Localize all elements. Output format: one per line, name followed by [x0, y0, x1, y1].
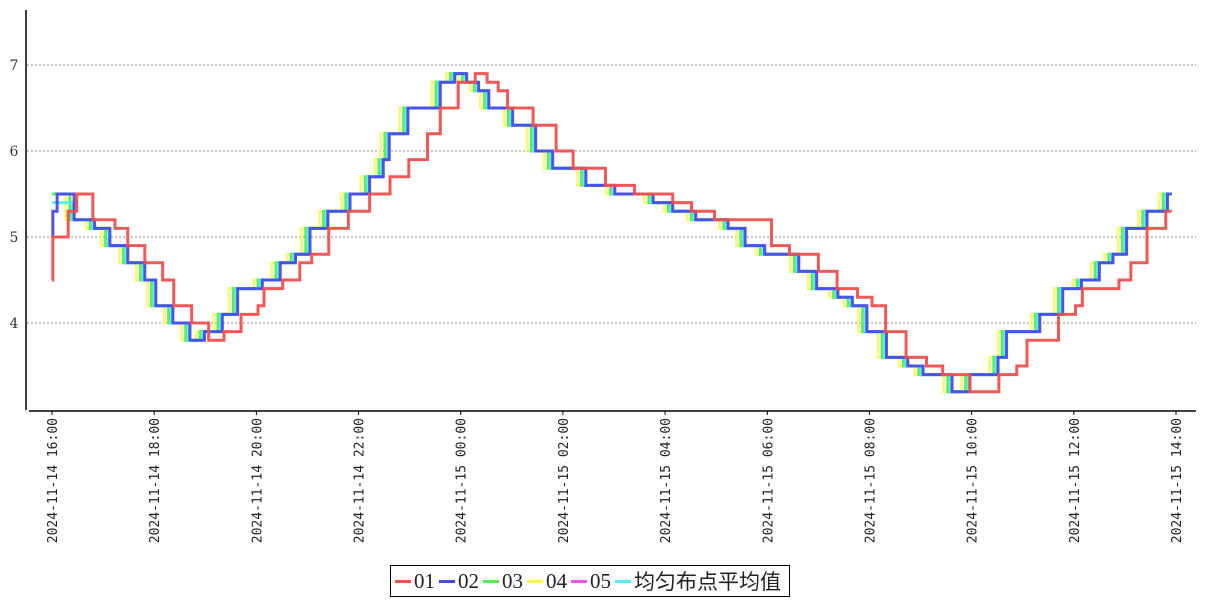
legend-item[interactable]: 04 — [527, 569, 567, 594]
legend-swatch — [571, 579, 587, 583]
x-tick-label: 2024-11-14 22:00 — [353, 418, 368, 543]
legend-swatch — [615, 579, 631, 583]
series-line-均匀布点平均值 — [52, 72, 1172, 394]
legend-swatch — [439, 579, 455, 583]
legend-item[interactable]: 02 — [439, 569, 479, 594]
x-axis-ticks: 2024-11-14 16:00 2024-11-14 18:00 2024-11-… — [46, 411, 1185, 543]
legend-item[interactable]: 05 — [571, 569, 611, 594]
x-tick-label: 2024-11-15 08:00 — [863, 418, 878, 543]
x-tick-label: 2024-11-15 04:00 — [659, 418, 674, 543]
legend-label: 均匀布点平均值 — [634, 570, 781, 594]
x-tick-label: 2024-11-15 12:00 — [1068, 418, 1083, 543]
x-tick-label: 2024-11-15 10:00 — [966, 418, 981, 543]
series-line-04 — [52, 72, 1172, 394]
gridlines — [27, 64, 1196, 324]
legend-label: 02 — [458, 568, 479, 593]
series-lines — [51, 72, 1172, 394]
legend-label: 03 — [502, 568, 523, 593]
legend-label: 01 — [414, 568, 435, 593]
legend-swatch — [395, 579, 411, 583]
series-line-03 — [52, 72, 1172, 394]
y-axis-ticks: 4 5 6 7 — [10, 58, 19, 332]
legend-item[interactable]: 03 — [483, 569, 523, 594]
x-tick-label: 2024-11-15 14:00 — [1170, 418, 1185, 543]
y-tick-label: 7 — [10, 58, 19, 74]
y-tick-label: 5 — [10, 230, 19, 246]
x-tick-label: 2024-11-14 20:00 — [250, 418, 265, 543]
legend: 01 02 03 04 05 均匀布点平均值 — [390, 565, 790, 597]
x-tick-label: 2024-11-15 02:00 — [557, 418, 572, 543]
series-line-01 — [51, 72, 1172, 394]
x-tick-label: 2024-11-15 00:00 — [455, 418, 470, 543]
legend-item[interactable]: 01 — [395, 569, 435, 594]
legend-item[interactable]: 均匀布点平均值 — [615, 566, 781, 596]
x-tick-label: 2024-11-14 16:00 — [46, 418, 61, 543]
x-tick-label: 2024-11-15 06:00 — [761, 418, 776, 543]
y-tick-label: 4 — [10, 316, 19, 332]
legend-label: 05 — [590, 568, 611, 593]
legend-label: 04 — [546, 568, 567, 593]
legend-swatch — [527, 579, 543, 583]
legend-swatch — [483, 579, 499, 583]
y-tick-label: 6 — [10, 144, 19, 160]
series-line-02 — [51, 72, 1172, 394]
x-tick-label: 2024-11-14 18:00 — [148, 418, 163, 543]
